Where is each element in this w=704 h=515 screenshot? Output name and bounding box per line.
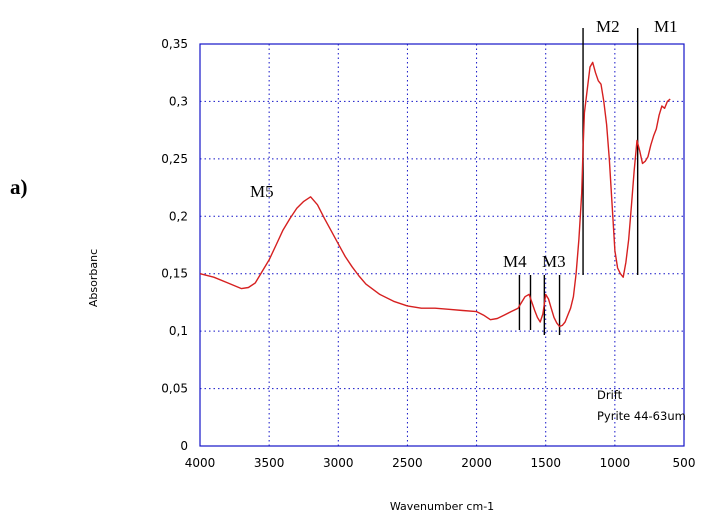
marker-label-m1: M1 bbox=[654, 17, 678, 36]
marker-label-m5: M5 bbox=[250, 182, 274, 201]
marker-label-m3: M3 bbox=[542, 252, 566, 271]
x-tick-label: 3000 bbox=[323, 456, 354, 470]
y-tick-label: 0,1 bbox=[169, 324, 188, 338]
marker-label-m4: M4 bbox=[503, 252, 527, 271]
annotation-line-2: Pyrite 44-63um bbox=[597, 409, 686, 423]
x-tick-label: 1000 bbox=[600, 456, 631, 470]
x-tick-label: 1500 bbox=[530, 456, 561, 470]
y-tick-label: 0,35 bbox=[161, 37, 188, 51]
annotation-line-1: Drift bbox=[597, 388, 623, 402]
y-tick-label: 0,05 bbox=[161, 382, 188, 396]
x-tick-label: 500 bbox=[673, 456, 696, 470]
x-axis-label: Wavenumber cm-1 bbox=[390, 500, 494, 513]
x-tick-label: 4000 bbox=[185, 456, 216, 470]
x-tick-label: 2500 bbox=[392, 456, 423, 470]
marker-labels: M1 M2 M3 M4 M5 bbox=[250, 17, 678, 271]
marker-label-m2: M2 bbox=[596, 17, 620, 36]
spectrum-line bbox=[199, 61, 671, 328]
y-tick-label: 0,25 bbox=[161, 152, 188, 166]
x-tick-label: 3500 bbox=[254, 456, 285, 470]
panel-label: a) bbox=[10, 175, 28, 199]
plot-frame bbox=[199, 43, 685, 447]
y-axis-label: Absorbanc bbox=[87, 249, 100, 307]
y-tick-labels: 0 0,05 0,1 0,15 0,2 0,25 0,3 0,35 bbox=[161, 37, 188, 453]
y-tick-label: 0,3 bbox=[169, 94, 188, 108]
x-tick-labels: 4000 3500 3000 2500 2000 1500 1000 500 bbox=[185, 456, 696, 470]
marker-lines bbox=[518, 28, 639, 335]
x-tick-label: 2000 bbox=[461, 456, 492, 470]
y-tick-label: 0,15 bbox=[161, 267, 188, 281]
y-tick-label: 0,2 bbox=[169, 209, 188, 223]
grid bbox=[200, 44, 684, 446]
y-tick-label: 0 bbox=[180, 439, 188, 453]
